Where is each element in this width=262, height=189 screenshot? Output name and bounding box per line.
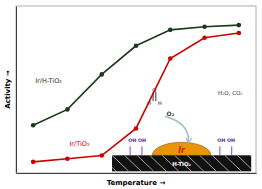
hatch-line	[225, 155, 242, 171]
annotation: H-TiO₂	[172, 161, 191, 167]
plot-area	[31, 23, 241, 164]
y-axis-title: Activity →	[4, 70, 12, 109]
hatch-line	[237, 155, 251, 171]
inset: H-TiO₂IrOH OHOH OHO₂HHOH₂O, CO₂	[87, 87, 262, 171]
hatch-line	[250, 155, 251, 171]
curve-label: Ir/TiO₂	[69, 140, 89, 148]
oh-bond	[231, 146, 232, 155]
series-line	[33, 33, 239, 162]
point	[168, 56, 173, 61]
annotation: H₂O, CO₂	[218, 90, 243, 96]
point	[65, 156, 70, 161]
point	[99, 72, 104, 77]
annotation: H	[158, 100, 162, 106]
oh-bond	[219, 146, 220, 155]
point	[134, 126, 139, 131]
hatch-line	[200, 155, 217, 171]
point	[65, 107, 70, 112]
annotation: OH OH	[128, 138, 146, 143]
oh-bond	[141, 146, 142, 155]
plot-frame	[16, 6, 256, 173]
support-hatch	[112, 155, 251, 171]
point	[99, 153, 104, 158]
hatch-line	[137, 155, 154, 171]
hatch-line	[212, 155, 229, 171]
chart: Temperature → Activity → H-TiO₂ Ir OH OH OH O…	[0, 0, 262, 189]
point	[168, 28, 173, 33]
ir-particle	[152, 142, 210, 155]
point	[237, 23, 242, 28]
point	[31, 160, 36, 165]
x-axis-title: Temperature →	[107, 179, 166, 187]
point	[202, 24, 207, 29]
hatch-line	[150, 155, 167, 171]
point	[237, 31, 242, 36]
point	[202, 36, 207, 41]
series-line	[33, 25, 239, 125]
hatch-line	[125, 155, 142, 171]
point	[31, 123, 36, 128]
annotation: Ir	[178, 146, 186, 155]
oh-bond	[130, 146, 131, 155]
annotation: OH OH	[217, 138, 235, 143]
point	[134, 43, 139, 48]
annotation: O₂	[167, 110, 175, 117]
curve-label: Ir/H-TiO₂	[35, 77, 62, 85]
support	[112, 155, 251, 171]
o2-arrow	[165, 116, 189, 142]
co-bond	[155, 92, 156, 101]
hatch-line	[112, 155, 129, 171]
